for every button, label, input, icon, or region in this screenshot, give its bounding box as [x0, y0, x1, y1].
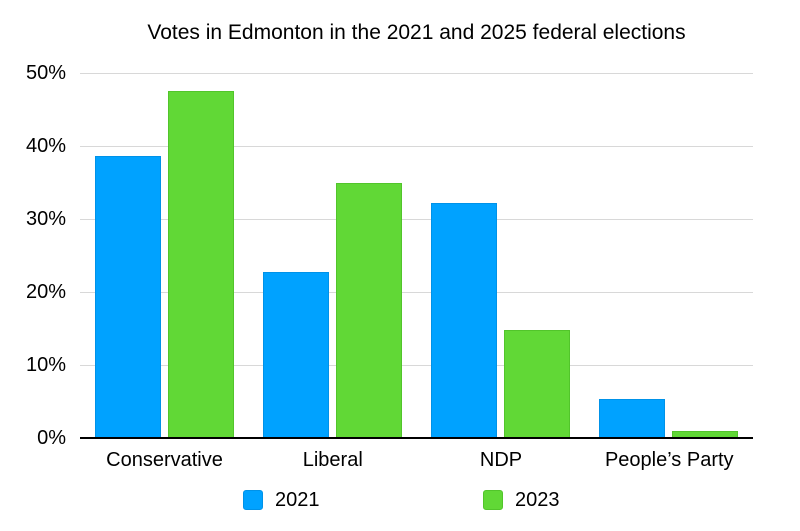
x-tick-label-ndp: NDP — [479, 449, 523, 471]
y-tick-label-50%: 50% — [25, 62, 66, 84]
legend-swatch-2023 — [483, 490, 503, 510]
legend-label-2023: 2023 — [515, 489, 560, 511]
bar-2023-liberal — [335, 182, 402, 438]
x-tick-label-conservative: Conservative — [106, 449, 223, 471]
y-tick-label-0%: 0% — [37, 427, 66, 449]
gridline-10% — [80, 365, 753, 366]
x-tick-label-people-s-party: People’s Party — [604, 449, 734, 471]
y-tick-label-20%: 20% — [25, 281, 66, 303]
plot-area — [80, 73, 753, 439]
y-tick-label-30%: 30% — [25, 208, 66, 230]
bar-2021-conservative — [94, 155, 161, 438]
bar-2023-conservative — [167, 91, 234, 438]
y-tick-label-40%: 40% — [25, 135, 66, 157]
gridline-30% — [80, 219, 753, 220]
legend-label-2021: 2021 — [275, 489, 320, 511]
legend-item-2021: 2021 — [243, 489, 320, 511]
x-tick-label-liberal: Liberal — [302, 449, 363, 471]
gridline-20% — [80, 292, 753, 293]
bar-2023-ndp — [504, 329, 571, 438]
legend-swatch-2021 — [243, 490, 263, 510]
bar-2021-liberal — [262, 272, 329, 438]
gridline-40% — [80, 146, 753, 147]
gridline-50% — [80, 73, 753, 74]
legend-item-2023: 2023 — [483, 489, 560, 511]
chart-title: Votes in Edmonton in the 2021 and 2025 f… — [147, 21, 686, 44]
y-tick-label-10%: 10% — [25, 354, 66, 376]
bar-2021-people-s-party — [599, 399, 666, 438]
bar-2021-ndp — [431, 202, 498, 438]
x-axis-line — [80, 437, 753, 439]
